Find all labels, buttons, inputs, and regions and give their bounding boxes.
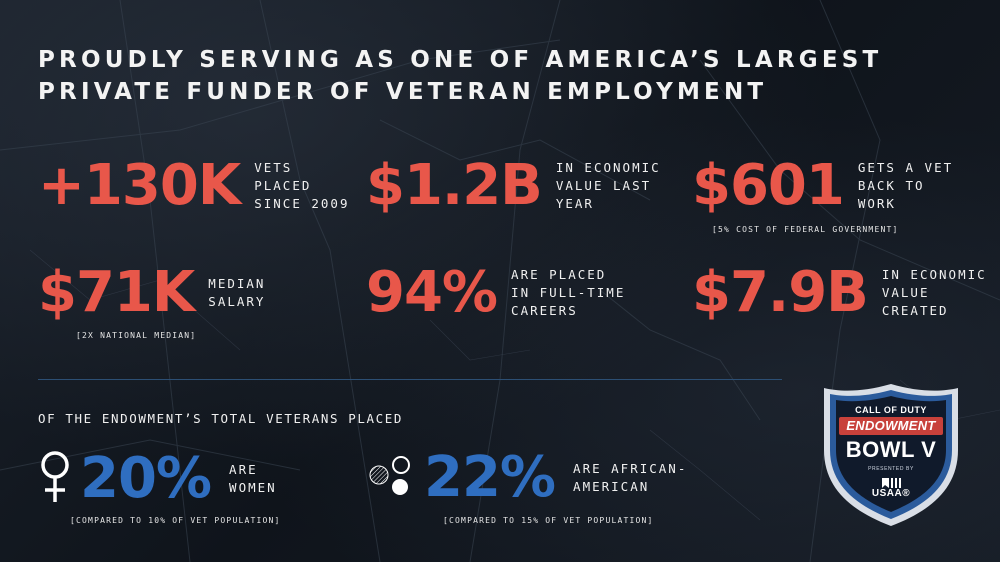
demographic-description: ARE WOMEN	[229, 461, 277, 497]
diversity-circles-icon	[366, 451, 416, 505]
demographic-african-american: 22% ARE AFRICAN- AMERICAN	[366, 450, 687, 506]
stat-description: MEDIAN SALARY	[208, 275, 265, 311]
stat-description: IN ECONOMIC VALUE LAST YEAR	[556, 159, 661, 213]
stat-desc-line: VALUE	[881, 285, 930, 300]
stat-desc-line: VALUE LAST	[555, 178, 652, 193]
stat-value: $71K	[38, 260, 195, 325]
stat-description: ARE PLACED IN FULL-TIME CAREERS	[511, 266, 625, 320]
demographic-value: 22%	[424, 445, 556, 510]
headline-line-1: PROUDLY SERVING AS ONE OF AMERICA’S LARG…	[38, 47, 883, 73]
headline: PROUDLY SERVING AS ONE OF AMERICA’S LARG…	[38, 44, 883, 108]
stat-value: $7.9B	[692, 260, 869, 325]
demographic-description: ARE AFRICAN- AMERICAN	[573, 460, 687, 496]
demographic-desc-line: AMERICAN	[573, 479, 650, 494]
badge-sponsor: USAA®	[871, 488, 911, 499]
stat-desc-line: CREATED	[881, 303, 949, 318]
headline-line-2: PRIVATE FUNDER OF VETERAN EMPLOYMENT	[38, 79, 768, 105]
stat-median-salary: $71K MEDIAN SALARY	[38, 265, 265, 321]
stat-desc-line: ARE PLACED	[511, 267, 607, 282]
stat-desc-line: IN ECONOMIC	[881, 267, 987, 282]
stat-desc-line: WORK	[857, 196, 896, 211]
stat-description: VETS PLACED SINCE 2009	[254, 159, 349, 213]
demographic-footnote: [COMPARED TO 15% OF VET POPULATION]	[443, 516, 654, 525]
stat-desc-line: CAREERS	[511, 303, 578, 318]
stat-value: $601	[692, 153, 845, 218]
demographic-desc-line: ARE AFRICAN-	[573, 461, 688, 476]
badge-presented-by: PRESENTED BY	[868, 466, 914, 472]
stat-full-time-careers: 94% ARE PLACED IN FULL-TIME CAREERS	[366, 265, 625, 321]
stat-vets-placed: +130K VETS PLACED SINCE 2009	[38, 158, 349, 214]
stat-desc-line: SALARY	[208, 294, 266, 309]
stat-desc-line: VETS	[254, 160, 293, 175]
demographic-women: 20% ARE WOMEN	[38, 450, 277, 508]
demographic-desc-line: WOMEN	[229, 480, 277, 495]
badge-program: ENDOWMENT	[839, 417, 943, 435]
demographic-desc-line: ARE	[229, 462, 258, 477]
demographic-footnote: [COMPARED TO 10% OF VET POPULATION]	[70, 516, 281, 525]
stat-value: 94%	[366, 260, 498, 325]
female-symbol-icon	[38, 450, 72, 508]
stat-description: GETS A VET BACK TO WORK	[858, 159, 953, 213]
usaa-flag-icon	[818, 474, 964, 493]
section-divider	[38, 379, 782, 380]
stat-value: +130K	[38, 153, 241, 218]
stat-desc-line: IN ECONOMIC	[555, 160, 661, 175]
stat-desc-line: MEDIAN	[208, 276, 266, 291]
stat-cost-per-vet: $601 GETS A VET BACK TO WORK	[692, 158, 953, 214]
demographic-value: 20%	[80, 446, 212, 511]
stat-footnote: [2X NATIONAL MEDIAN]	[76, 331, 197, 340]
stat-economic-value-last-year: $1.2B IN ECONOMIC VALUE LAST YEAR	[366, 158, 661, 214]
stat-description: IN ECONOMIC VALUE CREATED	[882, 266, 987, 320]
badge-brand: CALL OF DUTY	[855, 405, 927, 415]
stat-desc-line: GETS A VET	[857, 160, 954, 175]
stat-desc-line: PLACED	[254, 178, 312, 193]
stat-value: $1.2B	[366, 153, 543, 218]
stat-footnote: [5% COST OF FEDERAL GOVERNMENT]	[712, 225, 899, 234]
stat-economic-value-created: $7.9B IN ECONOMIC VALUE CREATED	[692, 265, 987, 321]
demographics-heading: OF THE ENDOWMENT’S TOTAL VETERANS PLACED	[38, 411, 404, 426]
stat-desc-line: YEAR	[555, 196, 594, 211]
stat-desc-line: SINCE 2009	[254, 196, 350, 211]
stat-desc-line: IN FULL-TIME	[511, 285, 626, 300]
badge-event: BOWL V	[845, 437, 937, 462]
stat-desc-line: BACK TO	[857, 178, 925, 193]
